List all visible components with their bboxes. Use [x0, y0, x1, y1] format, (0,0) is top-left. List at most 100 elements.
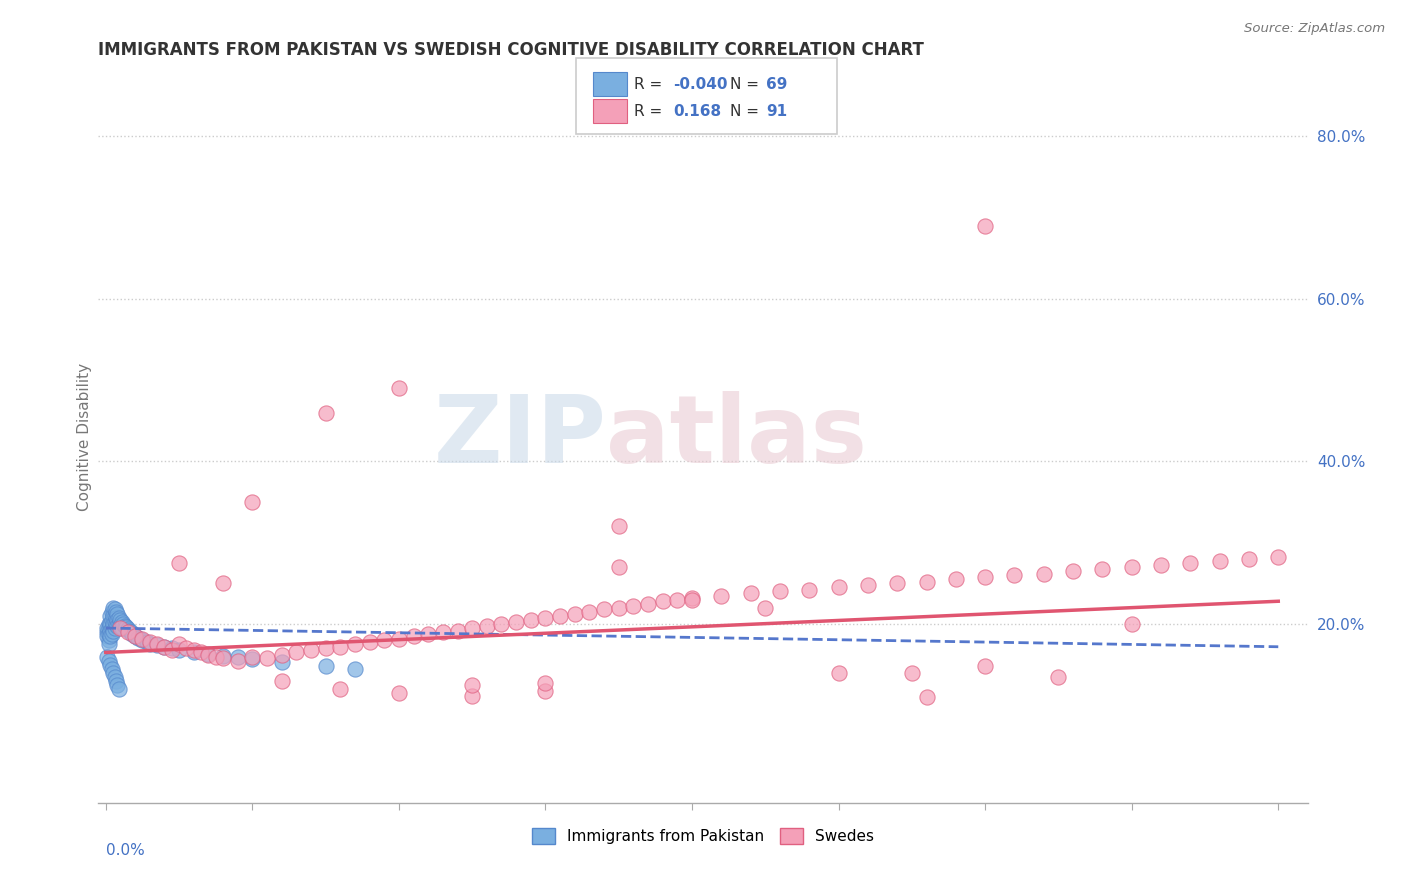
Point [769, 584, 792, 599]
Point [107, 678, 129, 692]
Point [520, 613, 543, 627]
Point [637, 597, 659, 611]
Point [461, 678, 484, 692]
Point [315, 659, 337, 673]
Point [127, 631, 149, 645]
Point [105, 673, 128, 688]
Point [1150, 558, 1173, 573]
Point [98, 657, 121, 672]
Point [710, 589, 733, 603]
Point [1121, 560, 1143, 574]
Point [240, 495, 263, 509]
Point [212, 651, 235, 665]
Point [827, 581, 849, 595]
Point [100, 605, 122, 619]
Point [103, 670, 125, 684]
Point [461, 689, 484, 703]
Point [240, 649, 263, 664]
Point [359, 635, 381, 649]
Point [160, 643, 183, 657]
Point [974, 659, 997, 673]
Point [461, 621, 484, 635]
Point [1032, 566, 1054, 581]
Text: 91: 91 [766, 103, 787, 119]
Point [505, 615, 527, 630]
Point [329, 681, 352, 696]
Point [548, 608, 571, 623]
Point [107, 618, 129, 632]
Point [105, 610, 128, 624]
Point [96, 625, 118, 640]
Point [343, 662, 366, 676]
Point [388, 381, 411, 395]
Point [475, 618, 498, 632]
Point [120, 625, 142, 640]
Point [373, 633, 395, 648]
Point [105, 605, 128, 619]
Text: N =: N = [730, 77, 763, 92]
Point [974, 219, 997, 233]
Point [97, 633, 120, 648]
Legend: Immigrants from Pakistan, Swedes: Immigrants from Pakistan, Swedes [526, 822, 880, 850]
Point [1121, 617, 1143, 632]
Point [97, 621, 120, 635]
Point [101, 600, 124, 615]
Point [315, 406, 337, 420]
Point [153, 640, 176, 654]
Point [212, 648, 235, 663]
Point [1047, 670, 1070, 684]
Point [96, 649, 118, 664]
Point [534, 675, 557, 690]
Point [856, 578, 879, 592]
Point [108, 617, 131, 632]
Point [167, 643, 190, 657]
Point [256, 651, 278, 665]
Point [111, 615, 134, 630]
Point [1208, 553, 1230, 567]
Point [418, 626, 440, 640]
Point [240, 652, 263, 666]
Point [117, 625, 139, 640]
Point [183, 645, 205, 659]
Point [117, 622, 139, 636]
Point [97, 654, 120, 668]
Point [124, 629, 146, 643]
Point [204, 649, 226, 664]
Point [138, 636, 160, 650]
Point [432, 625, 454, 640]
Point [402, 629, 425, 643]
Point [101, 624, 124, 638]
Point [124, 629, 146, 643]
Text: N =: N = [730, 103, 763, 119]
Point [114, 618, 136, 632]
Point [534, 610, 557, 624]
Point [491, 617, 513, 632]
Point [827, 665, 849, 680]
Point [388, 632, 411, 646]
Point [110, 613, 132, 627]
Point [97, 626, 120, 640]
Point [212, 576, 235, 591]
Point [131, 633, 153, 648]
Point [121, 626, 143, 640]
Point [98, 629, 121, 643]
Point [103, 621, 125, 635]
Point [146, 638, 169, 652]
Point [153, 640, 176, 654]
Point [621, 599, 644, 614]
Text: R =: R = [634, 103, 668, 119]
Point [974, 570, 997, 584]
Point [115, 620, 138, 634]
Point [100, 662, 122, 676]
Point [103, 608, 125, 623]
Point [681, 591, 703, 605]
Point [110, 618, 132, 632]
Point [167, 637, 190, 651]
Point [299, 643, 322, 657]
Point [901, 665, 924, 680]
Point [343, 637, 366, 651]
Point [97, 617, 120, 632]
Point [329, 640, 352, 654]
Text: IMMIGRANTS FROM PAKISTAN VS SWEDISH COGNITIVE DISABILITY CORRELATION CHART: IMMIGRANTS FROM PAKISTAN VS SWEDISH COGN… [98, 41, 924, 59]
Point [98, 617, 121, 632]
